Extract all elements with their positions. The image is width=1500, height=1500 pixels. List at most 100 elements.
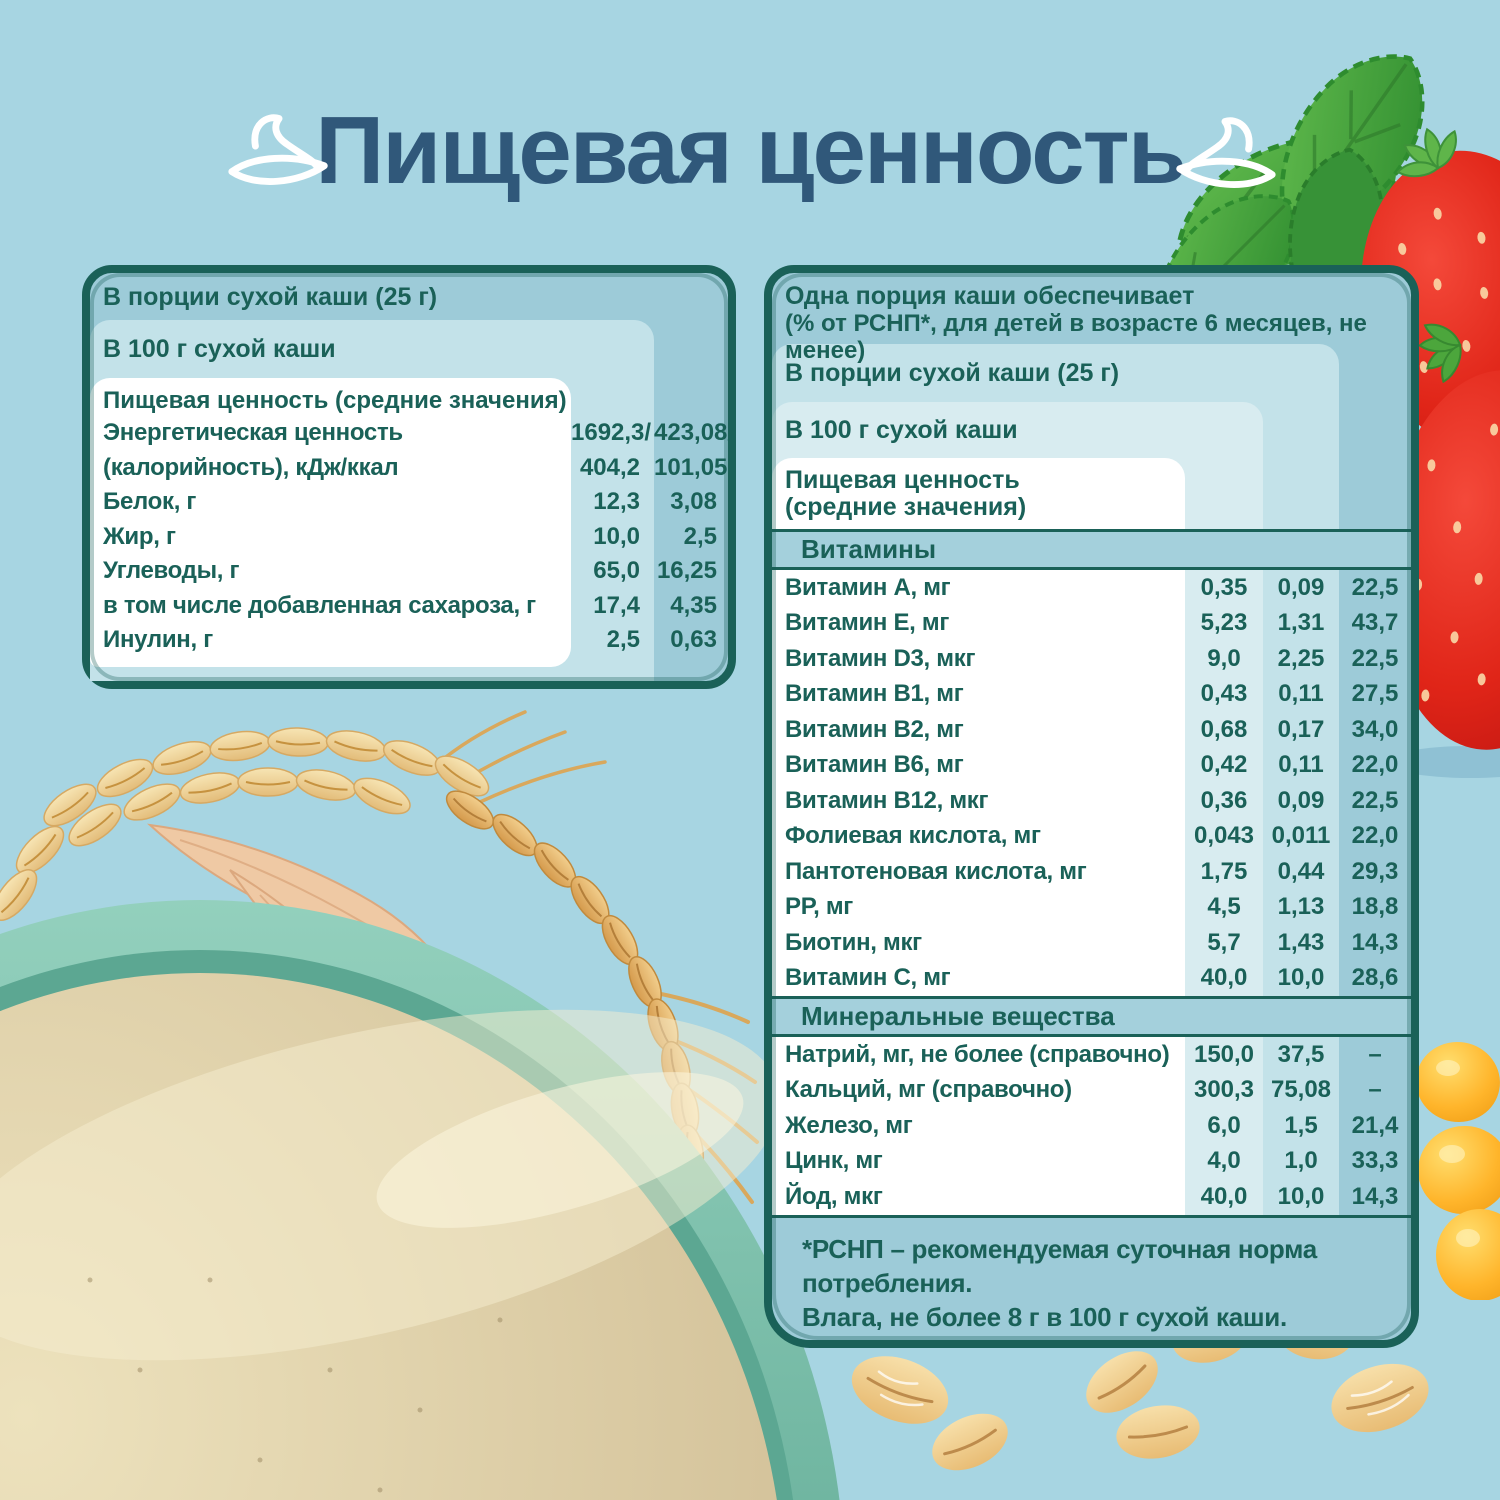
row-label: Кальций, мг (справочно): [785, 1076, 1072, 1104]
value-per-portion: 75,08: [1270, 1076, 1332, 1104]
value-per-portion: 1,5: [1284, 1111, 1318, 1139]
value-per-portion: 2,25: [1277, 644, 1325, 672]
table-row: в том числе добавленная сахароза, г 17,4 4…: [90, 589, 728, 624]
value-per-portion: 1,43: [1277, 928, 1325, 956]
page-title: Пищевая ценность: [315, 97, 1186, 204]
value-per-portion: 10,0: [1277, 964, 1325, 992]
value-per-100g: 0,68: [1200, 715, 1248, 743]
value-per-100g: 9,0: [1207, 644, 1241, 672]
table-row: Энергетическая ценность 1692,3/423,08/: [90, 416, 735, 451]
table-row: Витамин В12, мкг 0,36 0,09 22,5: [772, 783, 1411, 819]
rsnp-column-header: Одна порция каши обеспечивает (% от РСНП…: [772, 273, 1411, 365]
table-row: Витамин В6, мг 0,42 0,11 22,0: [772, 748, 1411, 784]
value-per-portion: 1,0: [1284, 1147, 1318, 1175]
divider: [772, 529, 1411, 532]
value-per-100g: 40,0: [1200, 964, 1248, 992]
corn-kernels-image: [1416, 1041, 1500, 1300]
table-row: Витамин Е, мг 5,23 1,31 43,7: [772, 606, 1411, 642]
vitamins-section-band: Витамины: [772, 532, 1411, 567]
value-percent-rsnp: 43,7: [1351, 609, 1399, 637]
value-per-portion: 3,08: [670, 488, 717, 516]
table-row: РР, мг 4,5 1,13 18,8: [772, 890, 1411, 926]
row-label: Белок, г: [103, 488, 197, 516]
value-percent-rsnp: 22,5: [1351, 573, 1399, 601]
table-row: Фолиевая кислота, мг 0,043 0,011 22,0: [772, 819, 1411, 855]
value-per-portion: 0,44: [1277, 857, 1325, 885]
value-per-100g: 4,5: [1207, 893, 1241, 921]
row-label: Витамин В2, мг: [785, 715, 964, 743]
row-label: Витамин С, мг: [785, 964, 951, 992]
row-label: Биотин, мкг: [785, 928, 922, 956]
table-row: Витамин В1, мг 0,43 0,11 27,5: [772, 677, 1411, 713]
divider: [772, 996, 1411, 999]
section-header-line2: (средние значения): [785, 493, 1027, 521]
table-row: Кальций, мг (справочно) 300,3 75,08 –: [772, 1073, 1411, 1109]
row-label: Витамин А, мг: [785, 573, 951, 601]
table-row: Натрий, мг, не более (справочно) 150,0 37,…: [772, 1037, 1411, 1073]
value-per-100g: 65,0: [593, 557, 640, 585]
value-per-portion: 0,09: [1277, 573, 1325, 601]
nutrition-table-vitamins-minerals: Одна порция каши обеспечивает (% от РСНП…: [764, 265, 1419, 1348]
footnote-line1: *РСНП – рекомендуемая суточная норма пот…: [802, 1233, 1317, 1298]
table-row: Цинк, мг 4,0 1,0 33,3: [772, 1144, 1411, 1180]
value-per-100g: 1,75: [1200, 857, 1248, 885]
value-per-portion: 16,25: [656, 557, 717, 585]
leaf-doodle-ornament-left: [228, 114, 328, 185]
value-per-100g: 150,0: [1193, 1040, 1255, 1068]
table-row: Жир, г 10,0 2,5: [90, 520, 728, 555]
row-label: РР, мг: [785, 893, 853, 921]
rsnp-header-line1: Одна порция каши обеспечивает: [785, 282, 1195, 310]
row-label: Витамин В12, мкг: [785, 786, 989, 814]
value-per-100g: 40,0: [1200, 1182, 1248, 1210]
value-percent-rsnp: 33,3: [1351, 1147, 1399, 1175]
nutrition-table-macros: В порции сухой каши (25 г) В 100 г сухой…: [82, 265, 736, 689]
value-per-100g: 17,4: [593, 591, 640, 619]
table-row: Витамин С, мг 40,0 10,0 28,6: [772, 961, 1411, 997]
row-label: Йод, мкг: [785, 1182, 883, 1210]
value-percent-rsnp: 18,8: [1351, 893, 1399, 921]
section-header: Пищевая ценность (средние значения): [103, 387, 567, 414]
value-percent-rsnp: 27,5: [1351, 680, 1399, 708]
mineral-rows: Натрий, мг, не более (справочно) 150,0 37,…: [772, 1037, 1411, 1215]
value-percent-rsnp: –: [1368, 1076, 1382, 1104]
row-label: Жир, г: [103, 522, 176, 550]
table-row: Пантотеновая кислота, мг 1,75 0,44 29,3: [772, 854, 1411, 890]
value-percent-rsnp: 22,5: [1351, 644, 1399, 672]
value-per-portion: 2,5: [683, 522, 717, 550]
value-percent-rsnp: 28,6: [1351, 964, 1399, 992]
value-per-portion: 0,011: [1271, 822, 1331, 850]
value-per-portion: 0,11: [1278, 751, 1324, 779]
row-label: Цинк, мг: [785, 1147, 883, 1175]
portion-column-header: В порции сухой каши (25 г): [103, 283, 438, 311]
value-per-100g: 4,0: [1207, 1147, 1241, 1175]
value-percent-rsnp: 14,3: [1351, 1182, 1399, 1210]
footnote: *РСНП – рекомендуемая суточная норма пот…: [772, 1218, 1411, 1334]
value-percent-rsnp: 22,0: [1351, 751, 1399, 779]
value-per-100g: 6,0: [1207, 1111, 1241, 1139]
value-per-100g: 2,5: [606, 626, 640, 654]
value-per-portion: 423,08/: [654, 419, 735, 447]
value-percent-rsnp: 22,5: [1351, 786, 1399, 814]
row-label: Пантотеновая кислота, мг: [785, 857, 1087, 885]
row-label: в том числе добавленная сахароза, г: [103, 591, 536, 619]
row-label: Витамин Е, мг: [785, 609, 950, 637]
value-per-100g: 0,35: [1200, 573, 1248, 601]
value-per-portion: 4,35: [670, 591, 717, 619]
value-per-portion: 1,31: [1277, 609, 1325, 637]
row-label: Углеводы, г: [103, 557, 240, 585]
table-row: Железо, мг 6,0 1,5 21,4: [772, 1108, 1411, 1144]
value-per-100g: 0,043: [1193, 822, 1255, 850]
value-percent-rsnp: 34,0: [1351, 715, 1399, 743]
rsnp-header-line2: (% от РСНП*, для детей в возрасте 6 меся…: [785, 310, 1367, 364]
labels-layer: [772, 458, 1185, 1215]
value-per-100g: 0,43: [1200, 680, 1248, 708]
value-per-portion: 10,0: [1277, 1182, 1325, 1210]
table-row: Витамин А, мг 0,35 0,09 22,5: [772, 570, 1411, 606]
value-per-portion: 1,13: [1277, 893, 1325, 921]
value-percent-rsnp: 21,4: [1351, 1111, 1399, 1139]
row-label: Витамин В1, мг: [785, 680, 964, 708]
table-row: Йод, мкг 40,0 10,0 14,3: [772, 1179, 1411, 1215]
divider: [772, 1034, 1411, 1037]
row-label: Фолиевая кислота, мг: [785, 822, 1041, 850]
table-row: (калорийность), кДж/ккал 404,2 101,05: [90, 451, 728, 486]
